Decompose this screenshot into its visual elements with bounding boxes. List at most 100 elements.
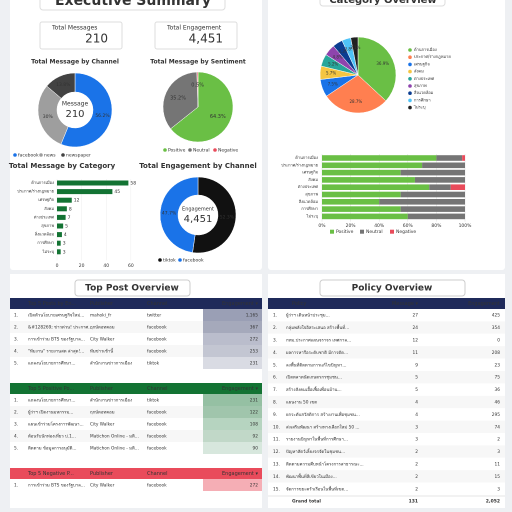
slice-label: 5.7%	[326, 70, 336, 75]
legend-label: Positive	[168, 148, 186, 154]
slice-label: 35.2%	[170, 95, 186, 101]
table-cell: 3.	[14, 337, 18, 343]
pie-slice	[162, 71, 199, 130]
legend-label: newspaper	[66, 153, 91, 159]
legend-label: ประกาศ/ร่างกฎหมาย	[414, 54, 451, 59]
column-header: Channel	[147, 301, 168, 307]
y-tick-label: ด้านการเมือง	[31, 180, 54, 185]
table-cell: City Walker	[90, 422, 115, 428]
engagement-cell	[203, 430, 262, 442]
bar-segment	[322, 155, 437, 161]
y-tick-label: การศึกษา	[37, 240, 54, 245]
table-row	[10, 357, 262, 369]
pie-slice	[357, 36, 397, 102]
table-cell: แถลงนโยบายการศึกษา...	[28, 397, 76, 404]
y-tick-label: ประกาศ/ร่างกฎหมาย	[281, 162, 318, 167]
x-tick-label: 60	[128, 263, 134, 269]
bar-segment	[462, 155, 465, 161]
table-cell: 295	[492, 412, 500, 418]
table-cell: 11.	[273, 437, 280, 443]
table-cell: facebook	[147, 349, 167, 355]
scorecard-value: 210	[85, 32, 108, 46]
column-header: Top 5 Positive Po...	[27, 386, 75, 392]
y-tick-label: เศรษฐกิจ	[302, 170, 318, 175]
table-cell: facebook	[147, 422, 167, 428]
panel	[10, 0, 262, 270]
table-cell: จัดการขยะครัวเรือนในพื้นที่เขต...	[286, 485, 348, 492]
table-cell: 1.	[14, 313, 18, 319]
table-cell: 12	[413, 338, 419, 344]
donut-center-value: 4,451	[184, 214, 213, 225]
slice-label: 56.2%	[95, 113, 110, 119]
legend-swatch	[188, 148, 192, 152]
table-row	[268, 395, 505, 409]
legend-label: ด้านการเมือง	[414, 47, 437, 52]
total-cell: Grand total	[292, 499, 321, 505]
legend-label: facebook	[183, 258, 204, 264]
legend-swatch	[178, 258, 182, 262]
y-tick-label: ประกาศ/ร่างกฎหมาย	[17, 189, 54, 194]
slice-label: 3.1%	[350, 45, 360, 50]
legend-label: Positive	[336, 229, 354, 235]
table-cell: 367	[250, 325, 258, 331]
table-cell: facebook	[147, 446, 167, 452]
chart-title: Total Engagement by Channel	[139, 162, 257, 170]
engagement-cell	[203, 345, 262, 357]
table-cell: 24	[413, 325, 419, 331]
bar	[57, 249, 61, 255]
y-tick-label: ไม่ระบุ	[42, 249, 55, 255]
donut-center-value: 210	[65, 109, 84, 120]
slice-label: 7.5%	[328, 81, 338, 86]
table-cell: 108	[250, 422, 258, 428]
slice-label: 0.5%	[191, 83, 204, 89]
y-tick-label: สิ่งแวดล้อม	[34, 232, 54, 237]
data-label: 4	[64, 232, 67, 238]
bar-segment	[414, 177, 465, 183]
table-cell: 5.	[14, 361, 18, 367]
table-row	[268, 383, 505, 396]
table-cell: ส่งเสริมพัฒนา สร้างทางเลือกใหม่ 50 ...	[286, 424, 360, 430]
x-tick-label: 60%	[403, 223, 414, 229]
table-cell: 2	[415, 462, 418, 468]
legend-swatch	[13, 153, 17, 157]
engagement-cell	[203, 309, 262, 321]
data-label: 58	[130, 181, 136, 187]
table-row	[268, 333, 505, 347]
table-cell: 253	[250, 349, 258, 355]
pie-slice	[60, 72, 113, 148]
slice-label: 3.8%	[345, 46, 355, 51]
column-header: Publisher	[90, 301, 114, 307]
table-cell: 1.	[14, 398, 18, 404]
data-label: 8	[69, 206, 72, 212]
table-cell: facebook	[147, 410, 167, 416]
slice-label: 36.9%	[376, 61, 389, 66]
bar-segment	[322, 206, 401, 212]
table-cell: 3	[497, 486, 500, 492]
table-cell: 1,165	[246, 313, 259, 319]
table-row	[10, 333, 262, 345]
table-cell: 75	[495, 375, 501, 381]
table-cell: แถลงนโยบายการศึกษา...	[28, 360, 76, 367]
table-row	[10, 309, 262, 321]
y-tick-label: ต่างประเทศ	[34, 214, 55, 219]
table-cell: 23	[495, 362, 501, 368]
table-row	[268, 457, 505, 471]
table-cell: 2	[415, 474, 418, 480]
table-row	[10, 479, 262, 491]
legend-swatch	[39, 153, 43, 157]
bar-segment	[450, 184, 465, 190]
legend-label: Neutral	[366, 229, 383, 235]
table-cell: 6.	[273, 375, 277, 381]
slice-label: 13.8%	[56, 82, 71, 88]
pie-slice	[196, 71, 199, 108]
section-button[interactable]	[319, 279, 466, 297]
section-button[interactable]	[74, 279, 191, 297]
engagement-cell	[203, 333, 262, 345]
y-tick-label: สุขภาพ	[305, 192, 318, 198]
table-cell: สำนักงานข่าวการเมือง	[90, 398, 132, 404]
data-label: 3	[63, 241, 66, 247]
table-cell: ติดตามความคืบหน้าโครงการสาธารณะ...	[286, 461, 364, 468]
table-header	[268, 298, 505, 309]
bar	[57, 223, 64, 229]
